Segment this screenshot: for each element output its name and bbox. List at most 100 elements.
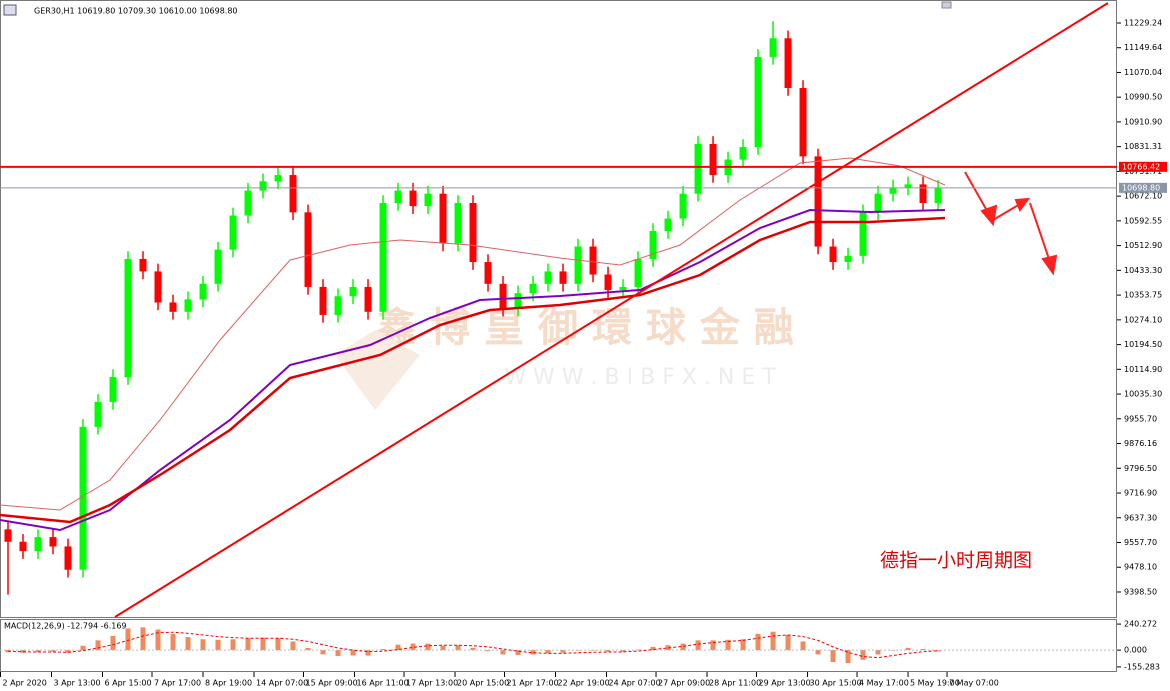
macd-bar	[785, 634, 791, 651]
candle-body	[319, 286, 327, 315]
candle-body	[589, 246, 597, 275]
candle-body	[139, 258, 147, 272]
macd-bar	[305, 647, 311, 651]
macd-bar	[215, 639, 221, 651]
arrow-line	[1029, 202, 1051, 263]
price-label: 10766.42	[1122, 162, 1160, 171]
macd-bar	[155, 629, 161, 651]
macd-bar	[620, 650, 626, 652]
macd-bar	[35, 650, 41, 653]
price-label-box	[1119, 161, 1167, 172]
candle-body	[484, 262, 492, 284]
macd-bar	[140, 627, 146, 651]
watermark: 鑫 博 皇 御 環 球 金 融	[376, 305, 793, 351]
candle-body	[79, 426, 87, 570]
macd-bar	[455, 645, 461, 651]
main-frame	[0, 0, 1117, 618]
macd-bar	[230, 639, 236, 651]
candle-body	[544, 271, 552, 284]
candle-body	[424, 193, 432, 207]
y-tick-label: 10831.31	[1124, 142, 1162, 151]
x-tick-label: 6 Apr 15:00	[105, 679, 152, 688]
macd-bar	[275, 638, 281, 651]
candle-body	[19, 541, 27, 552]
y-tick-label: 10990.50	[1124, 93, 1162, 102]
macd-bar	[200, 639, 206, 651]
macd-bar	[95, 640, 101, 651]
macd-bar	[725, 639, 731, 651]
y-tick-label: 10910.90	[1124, 117, 1162, 126]
y-tick-label: 9557.70	[1124, 538, 1157, 547]
macd-bar	[545, 650, 551, 654]
macd-bar	[485, 650, 491, 652]
macd-bar	[635, 649, 641, 651]
candle-body	[334, 296, 342, 315]
macd-bar	[665, 645, 671, 651]
chart-icon	[3, 4, 17, 16]
y-tick-label: 11229.24	[1124, 18, 1162, 27]
x-tick-label: 17 Apr 13:00	[406, 679, 458, 688]
macd-bar	[935, 650, 941, 652]
arrow-head	[1014, 197, 1031, 213]
candle-body	[34, 537, 42, 552]
forecast-arrows	[964, 171, 1058, 276]
arrow-line	[992, 203, 1021, 221]
macd-header: MACD(12,26,9) -12.794 -6.169	[4, 622, 127, 631]
x-tick-label: 5 May 19:00	[910, 679, 960, 688]
macd-bar	[290, 641, 296, 651]
candle-body	[604, 274, 612, 291]
macd-frame	[0, 619, 1117, 672]
macd-bar	[65, 650, 71, 653]
candle-body	[304, 212, 312, 287]
y-tick-label: 10433.30	[1124, 266, 1162, 275]
y-tick-label: 11070.04	[1124, 68, 1162, 77]
x-tick-label: 29 Apr 13:00	[759, 679, 811, 688]
macd-bar	[695, 640, 701, 651]
candle-body	[679, 193, 687, 219]
macd-bar	[125, 628, 131, 651]
macd-bar	[605, 650, 611, 652]
macd-bar	[815, 650, 821, 655]
macd-bar	[440, 645, 446, 651]
x-tick-label: 3 Apr 13:00	[54, 679, 101, 688]
candle-body	[649, 230, 657, 259]
macd-bar	[110, 636, 116, 651]
candle-body	[109, 377, 117, 402]
x-tick-label: 7 May 07:00	[949, 679, 999, 688]
candle-body	[394, 190, 402, 204]
candle-body	[859, 212, 867, 256]
y-tick-label: 9796.50	[1124, 464, 1157, 473]
price-label: 10698.80	[1122, 183, 1160, 192]
y-tick-label: 10194.50	[1124, 340, 1162, 349]
y-tick-label: 240.272	[1124, 620, 1157, 629]
y-tick-label: 10274.10	[1124, 315, 1162, 324]
x-tick-label: 4 May 17:00	[859, 679, 909, 688]
candle-body	[709, 143, 717, 176]
ma-line	[0, 216, 946, 524]
macd-bar	[905, 647, 911, 651]
arrow-head	[1041, 254, 1058, 276]
candle-body	[469, 203, 477, 263]
candle-body	[634, 258, 642, 287]
candle-body	[259, 181, 267, 191]
x-tick-label: 22 Apr 19:00	[558, 679, 610, 688]
macd-bar	[920, 649, 926, 651]
candle-body	[784, 38, 792, 89]
candle-body	[664, 218, 672, 231]
macd-bar	[680, 643, 686, 651]
macd-bar	[380, 649, 386, 651]
candle-body	[844, 255, 852, 263]
candle-body	[4, 529, 12, 542]
macd-bar	[50, 650, 56, 652]
y-tick-label: 10592.55	[1124, 216, 1162, 225]
candle-body	[874, 193, 882, 213]
candle-body	[244, 190, 252, 216]
candle-body	[349, 286, 357, 297]
watermark-logo	[335, 330, 420, 410]
x-tick-label: 30 Apr 15:00	[810, 679, 862, 688]
y-tick-label: 9478.10	[1124, 563, 1157, 572]
x-tick-label: 27 Apr 09:00	[658, 679, 710, 688]
candle-body	[559, 271, 567, 284]
y-tick-label: 10035.30	[1124, 390, 1162, 399]
